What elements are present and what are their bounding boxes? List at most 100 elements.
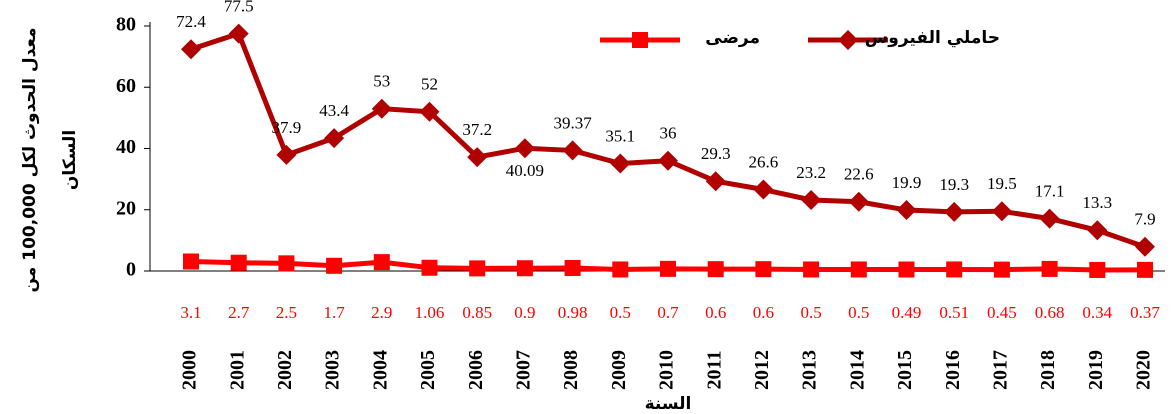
data-label: 0.68 — [1035, 303, 1065, 322]
data-label: 0.6 — [753, 303, 774, 322]
y-tick-label: 20 — [116, 197, 136, 219]
data-label: 0.98 — [558, 303, 588, 322]
point — [324, 128, 345, 149]
point — [373, 254, 390, 271]
x-tick-label: 2011 — [703, 351, 725, 390]
point — [658, 150, 678, 171]
data-label: 0.37 — [1130, 303, 1160, 322]
point — [848, 191, 869, 212]
point — [230, 254, 247, 271]
y-tick-label: 60 — [116, 75, 136, 97]
data-label: 53 — [373, 72, 390, 91]
point — [467, 147, 488, 168]
data-label: 7.9 — [1134, 210, 1155, 229]
point — [850, 261, 867, 278]
data-label: 0.51 — [939, 303, 969, 322]
data-label: 2.9 — [371, 303, 392, 322]
data-label: 19.3 — [939, 175, 969, 194]
point — [419, 101, 440, 122]
point — [803, 261, 820, 278]
data-label: 26.6 — [749, 152, 779, 171]
point — [276, 144, 297, 165]
data-label: 0.6 — [705, 303, 726, 322]
data-label: 77.5 — [224, 0, 254, 16]
x-tick-label: 2012 — [751, 350, 773, 390]
data-label: 0.49 — [892, 303, 922, 322]
point — [755, 261, 772, 278]
x-tick-label: 2009 — [608, 350, 630, 390]
data-label: 43.4 — [319, 101, 349, 120]
data-label: 37.9 — [272, 118, 302, 137]
data-label: 19.5 — [987, 174, 1017, 193]
x-tick-label: 2007 — [512, 350, 534, 390]
y-axis-label: السكان — [60, 130, 80, 190]
x-tick-label: 2020 — [1133, 350, 1155, 390]
data-label: 0.85 — [462, 303, 492, 322]
point — [612, 261, 629, 278]
y-tick-label: 40 — [116, 136, 136, 158]
x-tick-label: 2019 — [1085, 350, 1107, 390]
point — [991, 201, 1012, 222]
data-label: 35.1 — [605, 126, 635, 145]
data-label: 1.7 — [323, 303, 345, 322]
data-label: 39.37 — [553, 113, 592, 132]
point — [1039, 208, 1060, 229]
y-axis-label: معدل الحدوث لكل 100,000 من — [20, 27, 40, 292]
x-tick-label: 2005 — [417, 350, 439, 390]
point — [371, 98, 392, 119]
data-label: 36 — [660, 124, 677, 143]
x-tick-label: 2010 — [656, 350, 678, 390]
data-label: 0.9 — [514, 303, 535, 322]
data-label: 19.9 — [892, 173, 922, 192]
data-label: 2.7 — [228, 303, 250, 322]
point — [1135, 236, 1155, 257]
data-label: 13.3 — [1082, 193, 1112, 212]
point — [1041, 260, 1058, 277]
point — [896, 200, 917, 221]
point — [181, 39, 201, 60]
point — [610, 153, 631, 174]
x-tick-label: 2000 — [179, 350, 201, 390]
point — [562, 140, 583, 161]
x-tick-label: 2018 — [1037, 350, 1059, 390]
point — [228, 23, 249, 44]
legend-marker — [632, 32, 648, 48]
data-label: 72.4 — [176, 12, 206, 31]
point — [660, 260, 676, 277]
point — [898, 261, 915, 278]
x-tick-label: 2013 — [799, 350, 821, 390]
data-label: 40.09 — [506, 161, 544, 180]
data-label: 3.1 — [180, 303, 201, 322]
point — [993, 261, 1010, 278]
data-label: 0.7 — [657, 303, 679, 322]
data-label: 0.5 — [610, 303, 631, 322]
point — [564, 259, 581, 276]
x-tick-label: 2006 — [465, 350, 487, 390]
point — [801, 189, 822, 210]
point — [278, 255, 295, 272]
point — [469, 260, 486, 277]
data-label: 37.2 — [462, 120, 492, 139]
x-tick-label: 2016 — [942, 350, 964, 390]
point — [514, 138, 535, 159]
data-label: 52 — [421, 75, 438, 94]
point — [944, 201, 965, 222]
legend-label: مرضى — [705, 28, 760, 48]
point — [705, 171, 726, 192]
x-tick-label: 2004 — [369, 350, 391, 390]
point — [326, 257, 343, 274]
point — [707, 261, 724, 278]
data-label: 0.34 — [1082, 303, 1112, 322]
x-tick-label: 2002 — [274, 350, 296, 390]
legend-label: حاملي الفيروس — [865, 28, 1000, 48]
data-label: 2.5 — [276, 303, 297, 322]
point — [516, 260, 533, 277]
x-tick-label: 2001 — [226, 350, 248, 390]
point — [421, 259, 438, 276]
data-label: 1.06 — [415, 303, 445, 322]
x-tick-label: 2017 — [989, 350, 1011, 390]
data-label: 22.6 — [844, 165, 874, 184]
data-label: 0.5 — [848, 303, 869, 322]
point — [946, 261, 963, 278]
